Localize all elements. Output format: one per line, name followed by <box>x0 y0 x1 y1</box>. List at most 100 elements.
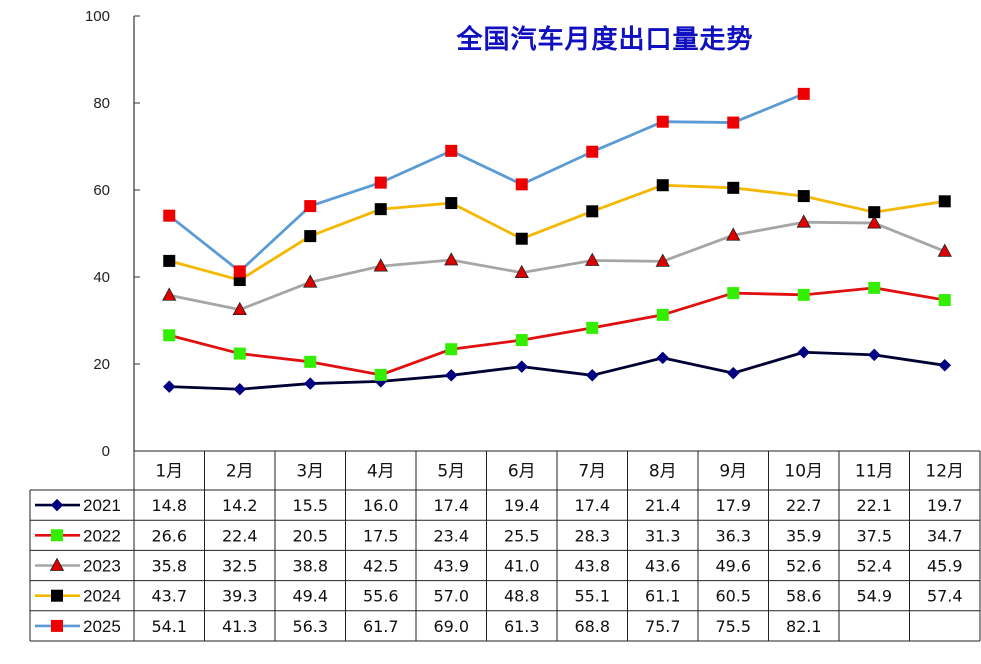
table-cell-value: 25.5 <box>504 526 540 545</box>
table-cell-value: 55.1 <box>574 587 610 606</box>
data-point-marker <box>445 197 458 210</box>
table-cell-value: 14.8 <box>151 496 187 515</box>
data-point-marker <box>373 258 388 272</box>
table-cell-value: 22.1 <box>856 496 892 515</box>
data-point-marker <box>727 116 740 129</box>
legend-label: 2024 <box>83 587 121 606</box>
data-point-marker <box>163 329 176 342</box>
month-label: 3月 <box>296 462 324 482</box>
series-line-2025 <box>168 92 805 273</box>
table-cell-value: 54.9 <box>856 587 892 606</box>
table-cell-value: 43.9 <box>433 557 469 576</box>
y-tick-label: 80 <box>93 95 110 112</box>
month-label: 4月 <box>367 462 395 482</box>
series-markers-2025 <box>163 87 810 278</box>
data-point-marker <box>585 252 600 266</box>
data-point-marker <box>655 253 670 267</box>
data-point-marker <box>797 190 810 203</box>
data-point-marker <box>233 382 247 396</box>
data-point-marker <box>726 366 740 380</box>
data-point-marker <box>868 206 881 219</box>
table-cell-value: 39.3 <box>222 587 258 606</box>
data-point-marker <box>937 243 952 257</box>
table-cell-value: 22.4 <box>222 526 258 545</box>
table-cell-value: 32.5 <box>222 557 258 576</box>
data-point-marker <box>586 321 599 334</box>
data-point-marker <box>51 529 63 542</box>
y-tick-label: 0 <box>102 443 110 460</box>
data-point-marker <box>868 281 881 294</box>
chart-title: 全国汽车月度出口量走势 <box>455 24 753 55</box>
series-markers-2021 <box>162 345 952 396</box>
data-point-marker <box>515 232 528 245</box>
table-cell-value: 49.6 <box>715 557 751 576</box>
table-cell-value: 57.4 <box>927 587 963 606</box>
table-cell-value: 38.8 <box>292 557 328 576</box>
series-line-2022 <box>168 286 945 377</box>
data-point-marker <box>232 301 247 316</box>
data-point-marker <box>727 287 740 300</box>
table-cell-value: 45.9 <box>927 557 963 576</box>
table-cell-value: 75.7 <box>645 617 681 636</box>
series-markers-2022 <box>163 281 951 381</box>
data-point-marker <box>515 334 528 347</box>
data-point-marker <box>162 380 176 393</box>
table-cell-value: 43.6 <box>645 557 681 576</box>
series-line-2024 <box>168 183 945 282</box>
data-point-marker <box>444 252 459 266</box>
month-label: 8月 <box>649 462 677 482</box>
month-label: 11月 <box>855 462 894 482</box>
month-label: 9月 <box>719 462 747 482</box>
data-point-marker <box>515 178 528 191</box>
table-cell-value: 19.7 <box>927 496 963 515</box>
table-cell-value: 15.5 <box>292 496 328 515</box>
table-cell-value: 55.6 <box>363 587 399 606</box>
month-label: 2月 <box>226 462 254 482</box>
y-axis: 0 20 40 60 80 100 <box>85 8 140 460</box>
legend-label: 2021 <box>83 496 121 515</box>
y-tick-label: 20 <box>93 356 110 373</box>
table-cell-value: 60.5 <box>715 587 751 606</box>
data-table: 1月 2月 3月 4月 5月 6月 7月 8月 9月 10月 11月 12月 2021 14.8 14.2 1… <box>29 450 981 642</box>
table-cell-value: 43.8 <box>574 557 610 576</box>
data-point-marker <box>444 368 458 382</box>
data-point-marker <box>797 87 810 100</box>
y-tick-label: 100 <box>85 8 110 25</box>
data-point-marker <box>656 179 669 192</box>
data-point-marker <box>304 200 317 213</box>
data-point-marker <box>938 358 952 372</box>
table-cell-value: 17.9 <box>715 496 751 515</box>
month-label: 6月 <box>508 462 536 482</box>
legend-label: 2023 <box>83 557 121 576</box>
table-cell-value: 14.2 <box>222 496 258 515</box>
table-cell-value: 61.7 <box>363 617 399 636</box>
table-cell-value: 17.4 <box>433 496 469 515</box>
table-cell-value: 56.3 <box>292 617 328 636</box>
table-cell-value: 54.1 <box>151 617 187 636</box>
table-cell-value: 20.5 <box>292 526 328 545</box>
data-point-marker <box>867 215 882 229</box>
data-point-marker <box>304 230 317 243</box>
table-cell-value: 43.7 <box>151 587 187 606</box>
data-point-marker <box>796 214 811 228</box>
table-cell-value: 19.4 <box>504 496 540 515</box>
table-cell-value: 58.6 <box>786 587 822 606</box>
table-cell-value: 49.4 <box>292 587 328 606</box>
data-point-marker <box>656 115 669 128</box>
data-point-marker <box>515 360 529 373</box>
data-point-marker <box>374 203 387 216</box>
data-point-marker <box>797 288 810 301</box>
table-cell-value: 22.7 <box>786 496 822 515</box>
data-point-marker <box>797 345 811 359</box>
data-point-marker <box>50 498 64 512</box>
data-point-marker <box>162 287 177 301</box>
data-point-marker <box>51 619 63 632</box>
table-cell-value: 16.0 <box>363 496 399 515</box>
table-cell-value: 17.5 <box>363 526 399 545</box>
table-cell-value: 41.0 <box>504 557 540 576</box>
table-cell-value: 23.4 <box>433 526 469 545</box>
table-cell-value: 69.0 <box>433 617 469 636</box>
legend-label: 2022 <box>83 526 121 545</box>
table-cell-value: 35.8 <box>151 557 187 576</box>
